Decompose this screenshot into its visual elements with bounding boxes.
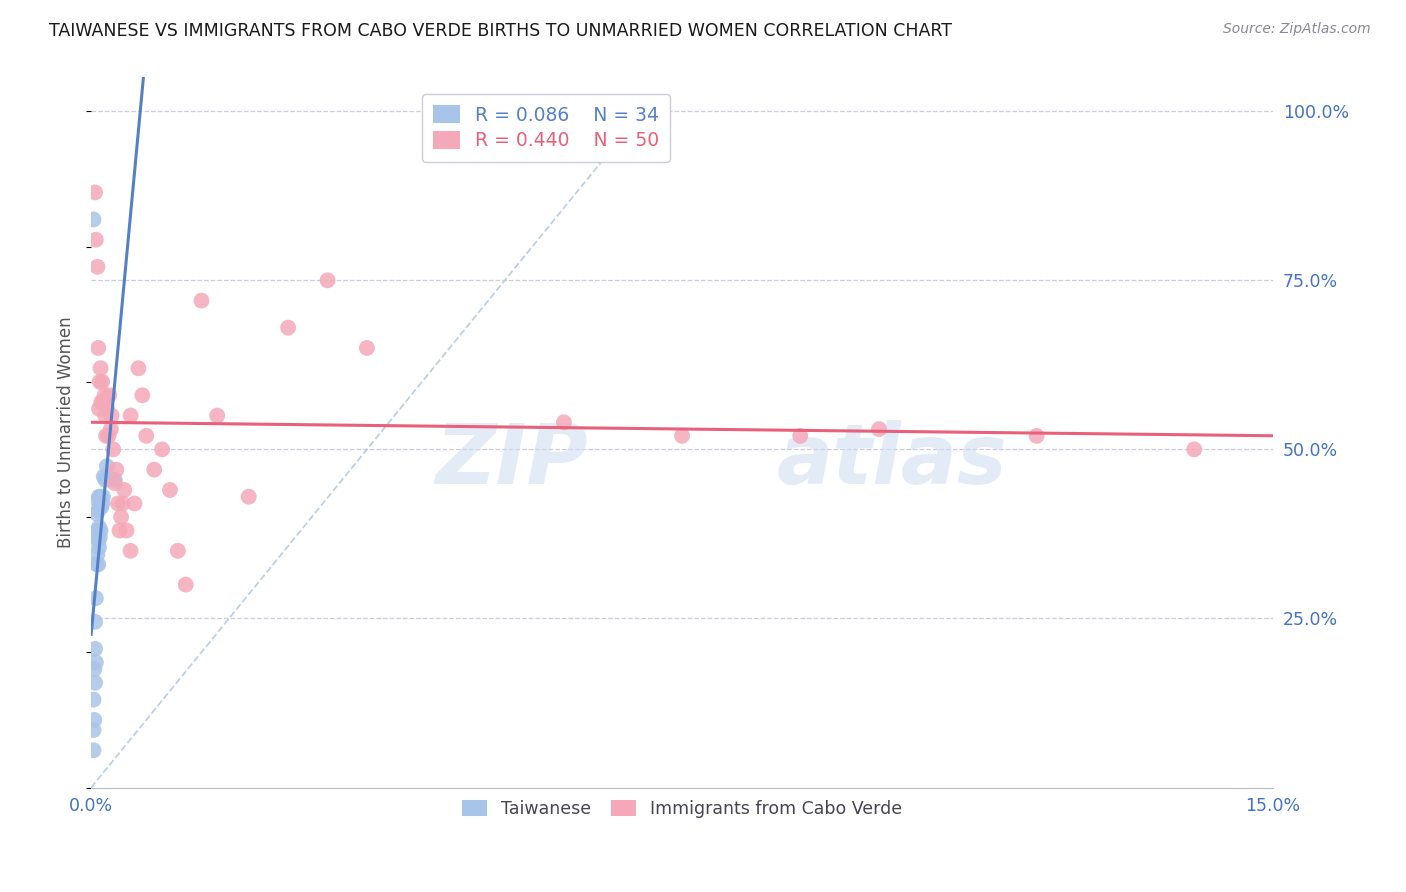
Point (89, 500, 111, 514)
Point (86, 260, 108, 274)
Point (190, 293, 212, 308)
Point (83, 723, 105, 737)
Point (97, 429, 120, 443)
Point (789, 429, 811, 443)
Point (174, 577, 197, 591)
Point (94, 409, 117, 423)
Point (83, 713, 105, 727)
Point (91, 395, 114, 409)
Point (83, 692, 105, 706)
Point (135, 429, 157, 443)
Point (104, 473, 127, 487)
Point (159, 483, 181, 497)
Point (112, 483, 135, 497)
Point (103, 442, 125, 457)
Point (1025, 429, 1047, 443)
Point (83, 212, 105, 227)
Point (87, 341, 110, 355)
Point (277, 320, 299, 334)
Point (89, 530, 111, 544)
Point (87, 490, 110, 504)
Point (84, 641, 107, 656)
Point (110, 510, 132, 524)
Point (86, 547, 108, 561)
Point (84, 675, 107, 690)
Point (87, 541, 110, 555)
Point (104, 476, 127, 491)
Point (90, 524, 112, 538)
Point (87, 520, 110, 534)
Point (87, 533, 110, 548)
Point (86, 493, 108, 508)
Point (86, 530, 108, 544)
Point (671, 429, 693, 443)
Text: Source: ZipAtlas.com: Source: ZipAtlas.com (1223, 22, 1371, 37)
Point (86, 524, 108, 538)
Point (205, 409, 228, 423)
Point (150, 442, 173, 457)
Point (84, 591, 107, 606)
Point (83, 743, 105, 757)
Point (91, 375, 114, 389)
Legend: Taiwanese, Immigrants from Cabo Verde: Taiwanese, Immigrants from Cabo Verde (456, 793, 908, 825)
Point (90, 395, 112, 409)
Point (356, 341, 378, 355)
Point (96, 401, 118, 416)
Text: atlas: atlas (776, 420, 1007, 501)
Point (89, 375, 111, 389)
Point (94, 429, 117, 443)
Point (91, 490, 114, 504)
Point (100, 422, 122, 436)
Point (90, 490, 112, 504)
Point (98, 388, 121, 402)
Text: TAIWANESE VS IMMIGRANTS FROM CABO VERDE BIRTHS TO UNMARRIED WOMEN CORRELATION CH: TAIWANESE VS IMMIGRANTS FROM CABO VERDE … (49, 22, 952, 40)
Point (120, 409, 142, 423)
Point (84, 186, 107, 200)
Point (316, 273, 339, 287)
Point (91, 496, 114, 510)
Point (238, 490, 260, 504)
Point (87, 401, 110, 416)
Point (124, 496, 146, 510)
Point (108, 524, 131, 538)
Point (84, 656, 107, 670)
Point (120, 544, 142, 558)
Point (115, 524, 138, 538)
Point (96, 459, 118, 474)
Point (94, 473, 117, 487)
Point (90, 361, 112, 376)
Point (90, 500, 112, 514)
Point (105, 463, 128, 477)
Point (87, 558, 110, 572)
Point (84, 233, 107, 247)
Point (868, 422, 890, 436)
Point (131, 388, 153, 402)
Point (111, 496, 134, 510)
Point (143, 463, 166, 477)
Point (166, 544, 188, 558)
Point (84, 615, 107, 629)
Point (1182, 442, 1205, 457)
Point (93, 388, 115, 402)
Point (87, 503, 110, 517)
Point (107, 496, 129, 510)
Point (93, 469, 115, 483)
Point (127, 361, 149, 376)
Point (100, 409, 122, 423)
Point (553, 415, 575, 429)
Point (86, 558, 108, 572)
Text: ZIP: ZIP (434, 420, 588, 501)
Point (86, 507, 108, 521)
Point (83, 662, 105, 676)
Y-axis label: Births to Unmarried Women: Births to Unmarried Women (58, 317, 75, 549)
